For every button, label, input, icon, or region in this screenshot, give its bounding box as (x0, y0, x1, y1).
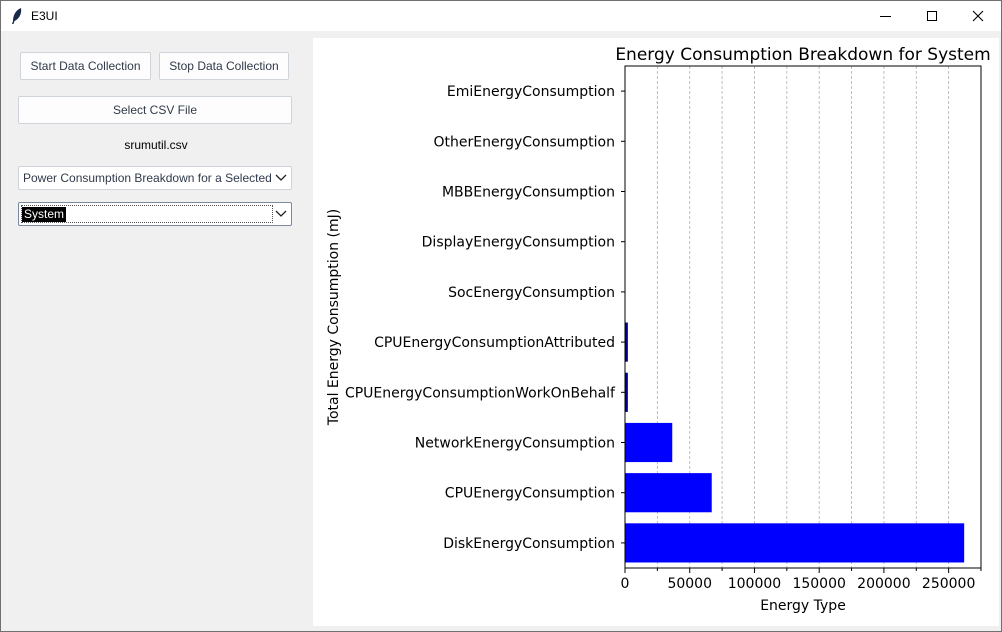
x-tick-label: 200000 (857, 576, 910, 592)
chevron-down-icon (275, 210, 287, 217)
y-tick-label: CPUEnergyConsumptionWorkOnBehalf (345, 385, 616, 401)
selected-file-name: srumutil.csv (124, 138, 188, 152)
y-tick-label: CPUEnergyConsumption (445, 486, 615, 502)
minimize-icon (880, 16, 891, 17)
y-tick-label: SocEnergyConsumption (448, 285, 615, 301)
bar-CPUEnergyConsumptionAttributed (625, 322, 628, 362)
application-value: System (22, 207, 67, 222)
chevron-down-icon (275, 174, 287, 181)
bar-CPUEnergyConsumption (625, 473, 712, 513)
y-tick-label: NetworkEnergyConsumption (415, 436, 615, 452)
close-icon (972, 10, 984, 22)
bar-NetworkEnergyConsumption (625, 422, 673, 463)
y-tick-label: DiskEnergyConsumption (443, 536, 615, 552)
y-tick-label: MBBEnergyConsumption (442, 185, 615, 201)
start-data-collection-button[interactable]: Start Data Collection (20, 52, 151, 80)
close-button[interactable] (955, 1, 1001, 31)
stop-data-collection-button[interactable]: Stop Data Collection (159, 52, 289, 80)
focus-ring (21, 205, 273, 223)
x-tick-label: 150000 (792, 576, 845, 592)
view-type-select[interactable]: Power Consumption Breakdown for a Select… (18, 166, 292, 190)
x-axis-label: Energy Type (760, 598, 846, 614)
chart-canvas: DiskEnergyConsumption CPUEnergyConsumptio… (313, 38, 999, 626)
application-select[interactable]: System (18, 202, 292, 226)
chart-title: Energy Consumption Breakdown for System (615, 45, 990, 65)
y-tick-label: DisplayEnergyConsumption (422, 235, 615, 251)
y-axis-label: Total Energy Consumption (mJ) (326, 209, 342, 426)
maximize-button[interactable] (909, 1, 955, 31)
bar-CPUEnergyConsumptionWorkOnBehalf (625, 372, 628, 412)
window-title: E3UI (31, 9, 58, 23)
control-panel: Start Data Collection Stop Data Collecti… (1, 31, 311, 631)
x-tick-label: 50000 (667, 576, 712, 592)
x-tick-label: 250000 (922, 576, 975, 592)
y-tick-label: CPUEnergyConsumptionAttributed (374, 335, 615, 351)
y-tick-label: OtherEnergyConsumption (434, 134, 616, 150)
plot-frame (624, 65, 982, 569)
minimize-button[interactable] (863, 1, 909, 31)
view-type-value: Power Consumption Breakdown for a Select… (23, 171, 271, 185)
x-tick-label: 100000 (728, 576, 781, 592)
select-csv-file-button[interactable]: Select CSV File (18, 96, 292, 124)
x-tick-label: 0 (621, 576, 630, 592)
energy-bar-chart: DiskEnergyConsumption CPUEnergyConsumptio… (326, 45, 991, 614)
feather-icon (12, 8, 22, 24)
maximize-icon (927, 11, 937, 21)
y-tick-label: EmiEnergyConsumption (447, 84, 615, 100)
title-bar: E3UI (1, 1, 1001, 31)
bar-DiskEnergyConsumption (625, 523, 965, 563)
